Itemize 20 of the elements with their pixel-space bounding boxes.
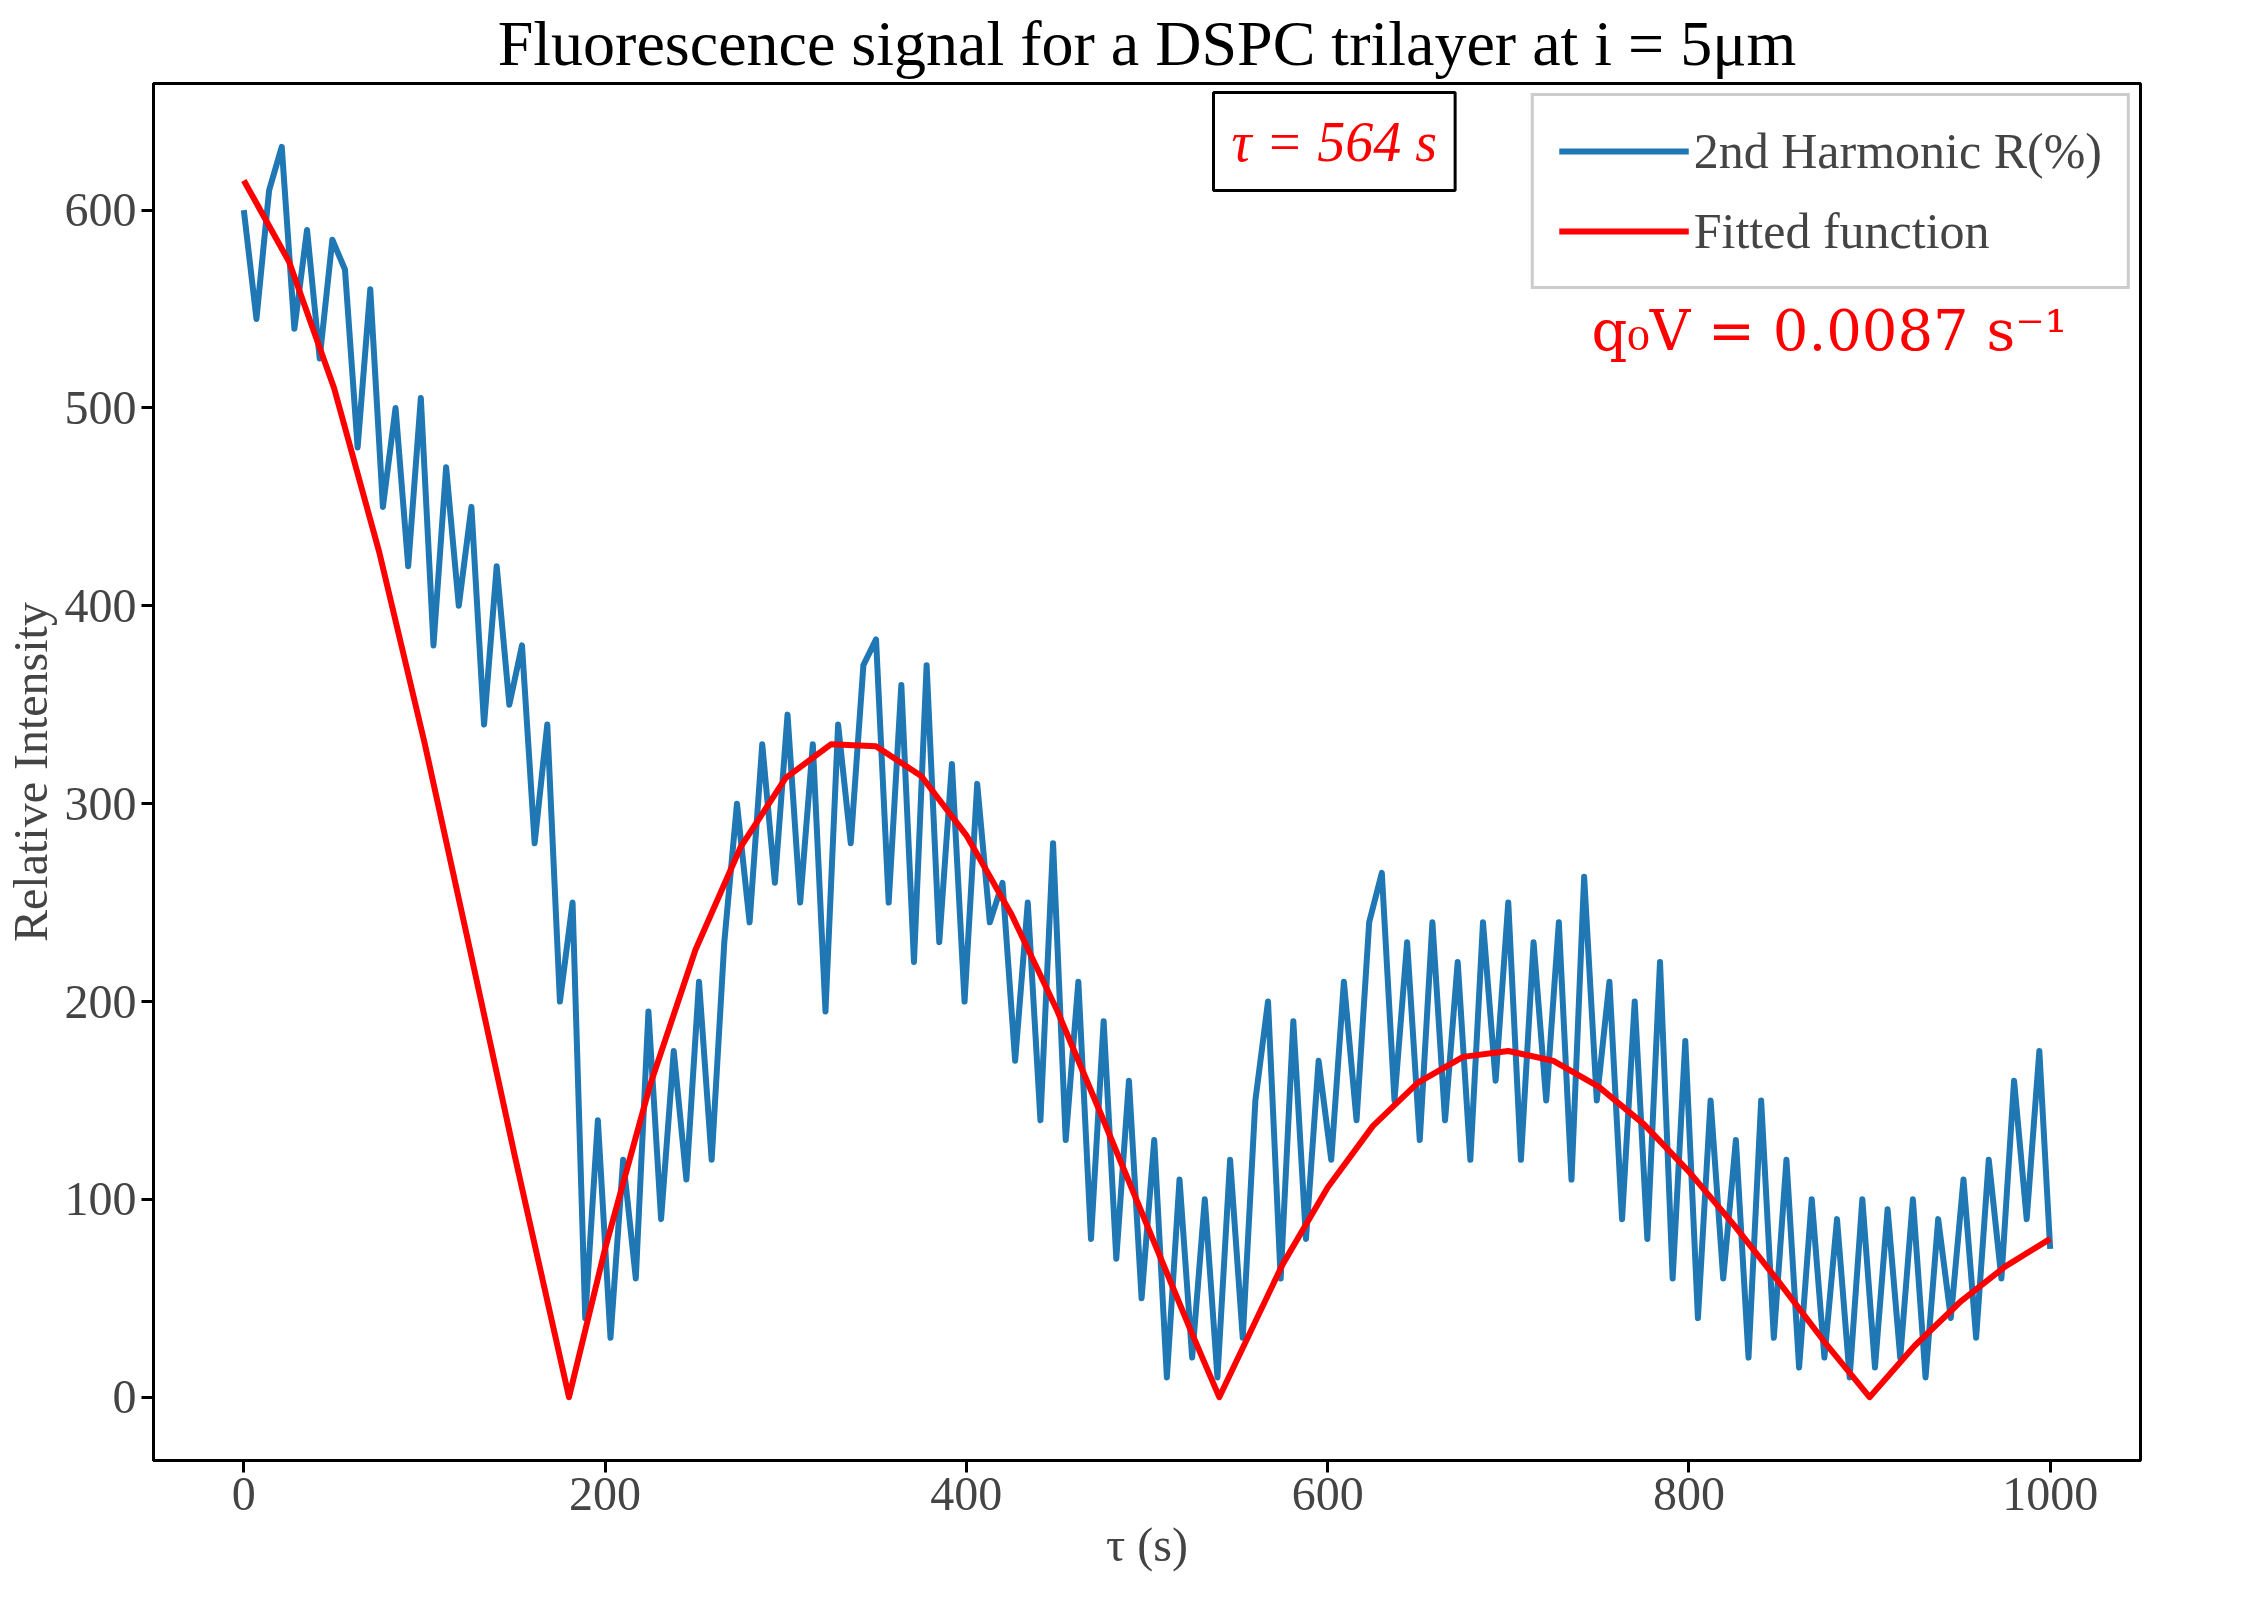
annotation: q₀V = 0.0087 s⁻¹	[1591, 297, 2068, 363]
y-tick-label: 300	[64, 776, 137, 830]
x-tick-label: 0	[231, 1466, 256, 1520]
y-tick-label: 400	[64, 578, 137, 632]
x-tick-label: 1000	[2002, 1466, 2099, 1520]
y-axis-title: Relative Intensity	[3, 602, 57, 942]
y-tick-label: 200	[64, 974, 137, 1028]
legend-label: 2nd Harmonic R(%)	[1693, 122, 2102, 181]
y-tick-label: 500	[64, 380, 137, 434]
legend-label: Fitted function	[1693, 202, 1990, 261]
y-tick-label: 0	[112, 1370, 137, 1424]
x-tick-label: 800	[1652, 1466, 1725, 1520]
x-axis-title: τ (s)	[1106, 1517, 1188, 1572]
y-tick-label: 600	[64, 183, 137, 237]
x-tick-label: 200	[569, 1466, 642, 1520]
chart-title: Fluorescence signal for a DSPC trilayer at i = 5μm	[497, 7, 1797, 79]
x-tick-label: 600	[1291, 1466, 1364, 1520]
annotation: τ = 564 s	[1231, 110, 1438, 173]
y-tick-label: 100	[64, 1172, 137, 1226]
x-tick-label: 400	[930, 1466, 1003, 1520]
